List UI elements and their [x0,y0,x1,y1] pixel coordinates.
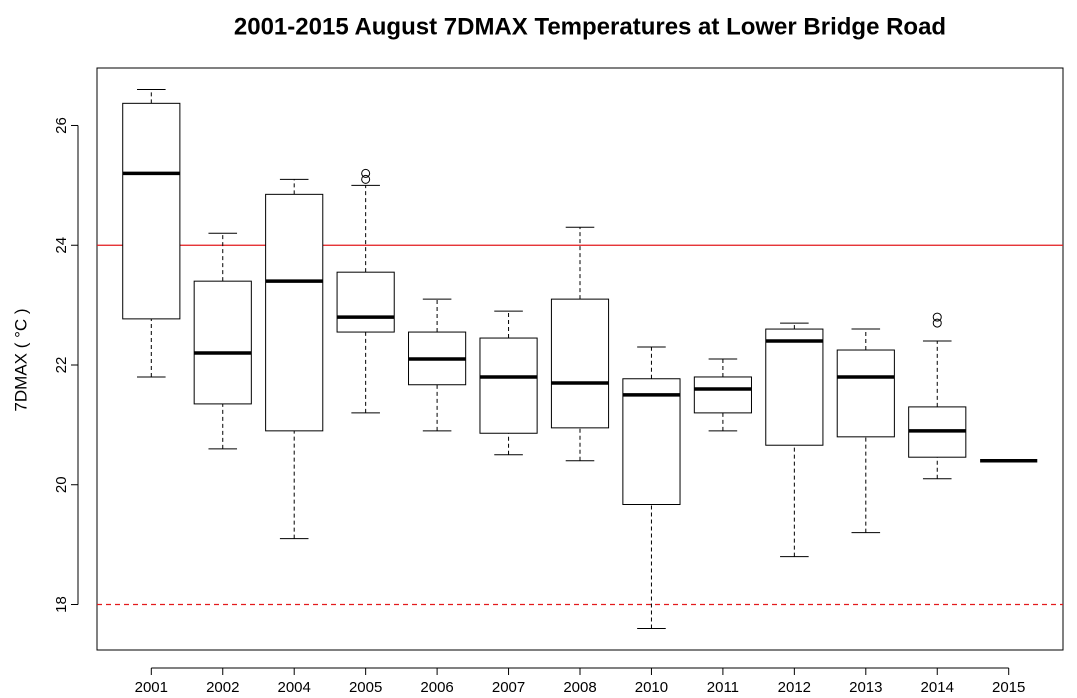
x-tick-label: 2001 [135,679,168,696]
x-tick-label: 2006 [420,679,453,696]
x-tick-label: 2005 [349,679,382,696]
plot-frame [96,67,1064,651]
outlier [361,174,371,184]
box [265,193,324,432]
x-tick-label: 2008 [563,679,596,696]
box [479,337,538,434]
chart-title: 2001-2015 August 7DMAX Temperatures at L… [234,13,946,40]
box [336,271,395,333]
x-tick-label: 2013 [849,679,882,696]
y-axis-title: 7DMAX ( °C ) [11,308,30,411]
box [622,378,681,505]
outlier [932,312,942,322]
box [550,298,610,429]
x-tick-label: 2002 [206,679,239,696]
outlier [361,168,371,178]
box [193,280,252,405]
x-tick-label: 2004 [278,679,311,696]
y-tick-label: 24 [53,237,70,254]
y-tick-label: 18 [53,596,70,613]
x-tick-label: 2011 [707,679,739,696]
box [693,376,752,414]
x-tick-label: 2007 [492,679,525,696]
x-tick-label: 2010 [635,679,668,696]
x-tick-label: 2015 [992,679,1025,696]
box [122,102,181,320]
x-tick-label: 2014 [921,679,954,696]
box [836,349,895,438]
y-tick-label: 20 [53,476,70,493]
y-tick-label: 26 [53,117,70,134]
box [765,328,824,446]
outlier [932,318,942,328]
x-tick-label: 2012 [778,679,811,696]
y-tick-label: 22 [53,357,70,374]
